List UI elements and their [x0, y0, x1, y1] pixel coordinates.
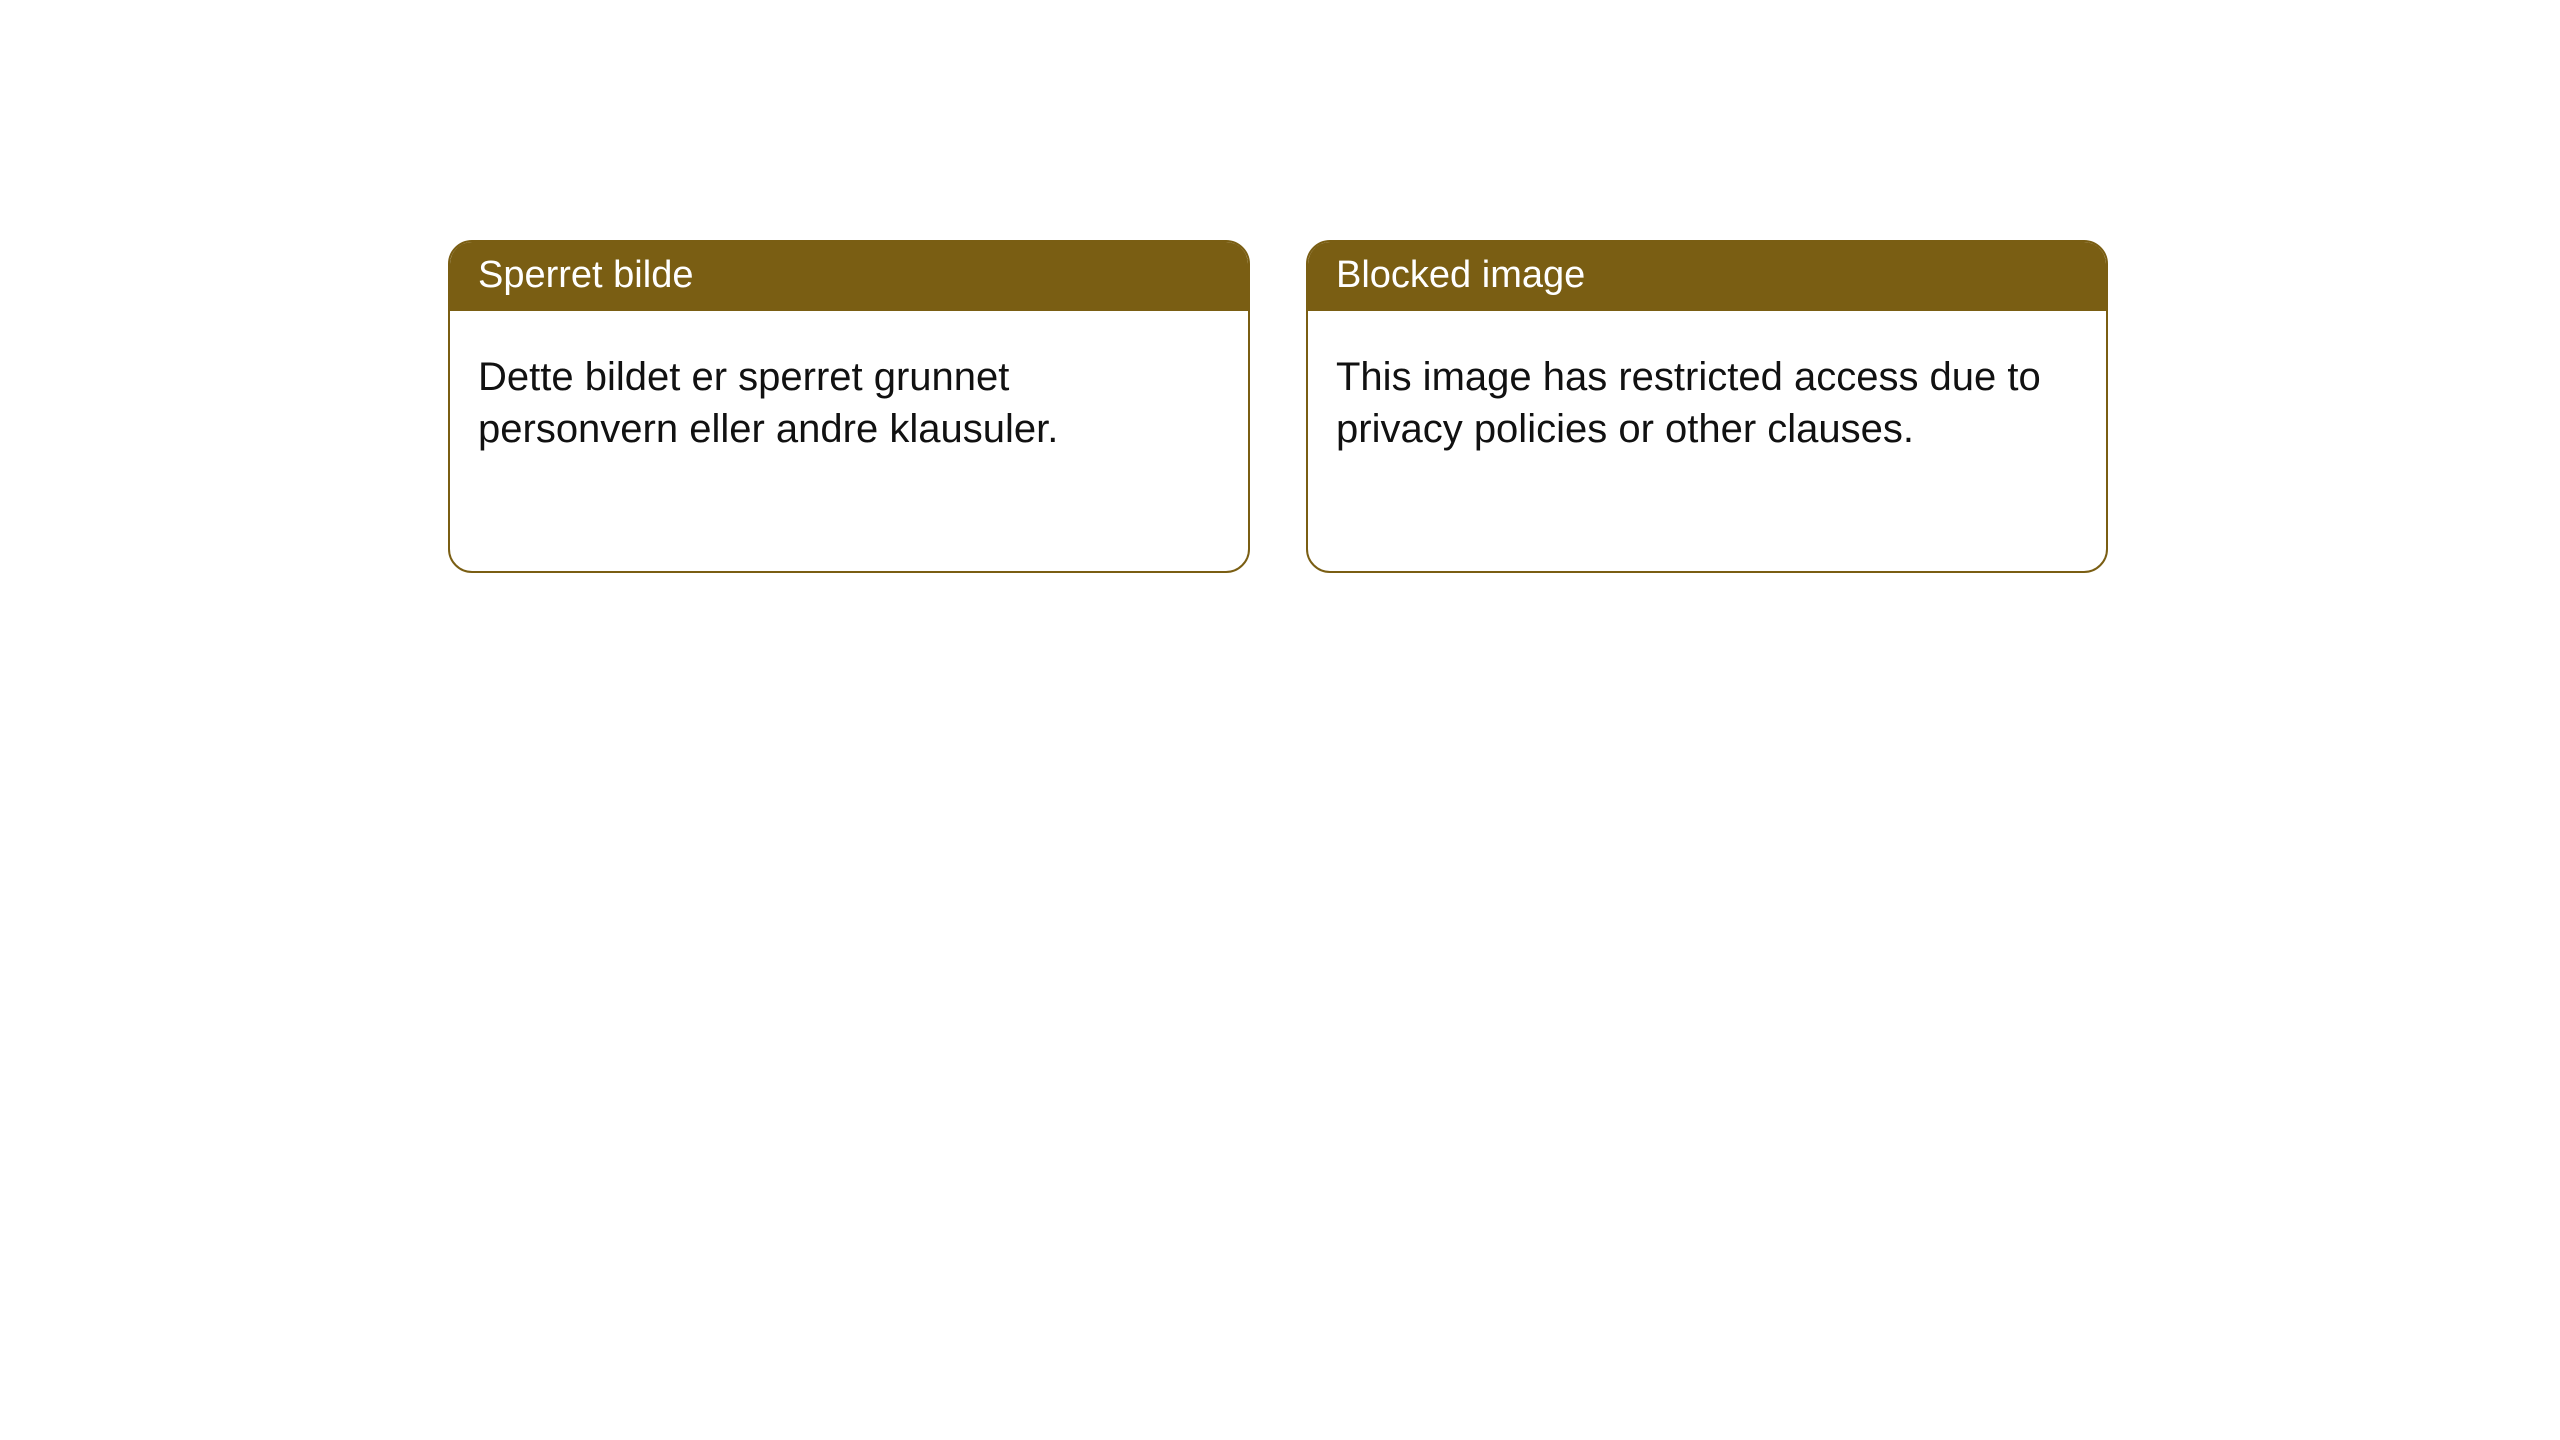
card-body-text: This image has restricted access due to … — [1336, 355, 2041, 451]
card-body: This image has restricted access due to … — [1308, 311, 2106, 571]
card-title: Sperret bilde — [478, 254, 693, 296]
card-body-text: Dette bildet er sperret grunnet personve… — [478, 355, 1058, 451]
card-body: Dette bildet er sperret grunnet personve… — [450, 311, 1248, 571]
notice-card-english: Blocked image This image has restricted … — [1306, 240, 2108, 573]
notice-card-norwegian: Sperret bilde Dette bildet er sperret gr… — [448, 240, 1250, 573]
card-title: Blocked image — [1336, 254, 1585, 296]
card-header: Sperret bilde — [450, 242, 1248, 311]
notice-container: Sperret bilde Dette bildet er sperret gr… — [0, 0, 2560, 573]
card-header: Blocked image — [1308, 242, 2106, 311]
